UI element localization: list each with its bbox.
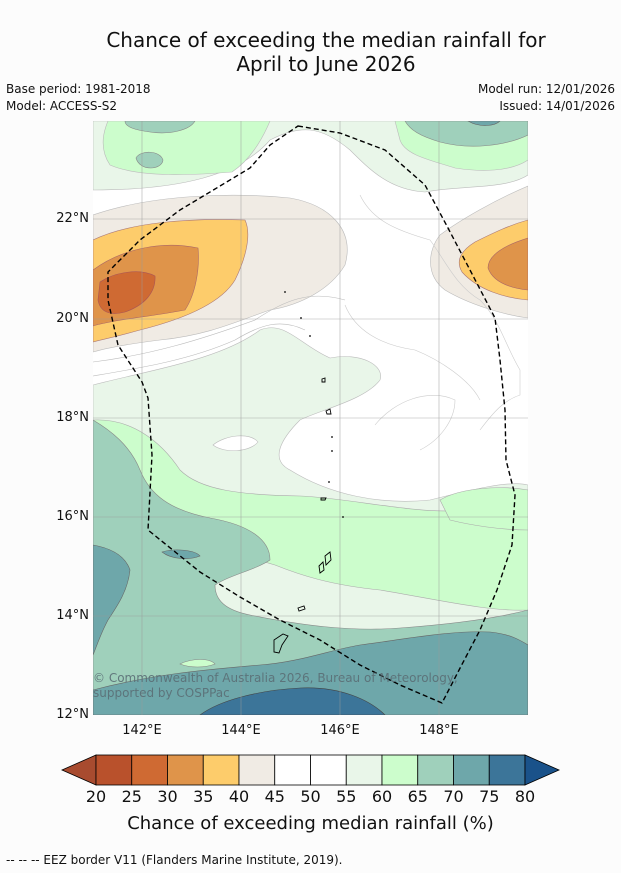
model-name: Model: ACCESS-S2 [6,99,118,113]
colorbar-bin [310,754,347,786]
colorbar-tick-label: 50 [300,787,321,806]
lon-label-142: 142°E [122,723,162,738]
contour-line-5 [374,395,456,451]
colorbar-tick-label: 75 [479,787,500,806]
colorbar-bin [274,754,311,786]
map-title: Chance of exceeding the median rainfall … [0,28,621,76]
lat-label-14: 14°N [56,608,89,623]
lat-label-18: 18°N [56,410,89,425]
colorbar-tick-label: 35 [193,787,214,806]
colorbar-tick-label: 20 [85,787,107,806]
island-pagan [325,408,332,415]
island-dots [284,291,344,518]
colorbar-bin [453,754,490,786]
contour-line [93,295,346,363]
colorbar-tick-label: 80 [514,787,536,806]
title-line-1: Chance of exceeding the median rainfall … [106,28,546,52]
colorbar-over-arrow [524,754,560,786]
contour-line-2 [93,323,306,377]
colorbar-tick-label: 60 [371,787,393,806]
eez-legend-note: -- -- -- EEZ border V11 (Flanders Marine… [6,853,343,867]
colorbar-under-arrow [61,754,97,786]
region-75-top-right [467,121,501,126]
copyright-text: © Commonwealth of Australia 2026, Bureau… [93,671,458,700]
lon-label-144: 144°E [221,723,261,738]
colorbar-bin [345,754,383,786]
colorbar-bin [488,754,526,786]
colorbar-bin [381,754,419,786]
copyright-notice: © Commonwealth of Australia 2026, Bureau… [93,671,513,701]
region-white-hole [212,435,259,451]
colorbar-bin [167,754,204,786]
region-70-top-right [404,121,528,147]
region-25-30-left [97,271,156,314]
colorbar-bin [131,754,168,786]
colorbar-tick-label: 25 [121,787,142,806]
meta-left: Base period: 1981-2018 Model: ACCESS-S2 [6,81,151,115]
colorbar-tick-label: 55 [336,787,357,806]
eez-border [107,125,516,704]
region-80-bottom [199,687,386,715]
graticule [93,121,528,715]
title-line-2: April to June 2026 [236,52,416,76]
contour-line-4 [344,304,481,401]
colorbar-label: Chance of exceeding median rainfall (%) [127,813,494,834]
colorbar-tick-label: 40 [228,787,250,806]
island-saipan [324,551,332,566]
region-65-small-patch [179,659,216,668]
base-period: Base period: 1981-2018 [6,82,151,96]
island-anatahan [320,497,327,501]
meta-right: Model run: 12/01/2026 Issued: 14/01/2026 [478,81,615,115]
lon-label-146: 146°E [320,723,360,738]
colorbar-tick-label: 70 [443,787,464,806]
island-guam [273,633,289,654]
island-rota [297,605,306,612]
colorbar-bin [95,754,133,786]
islands [273,377,332,654]
colorbar-tick-label: 30 [157,787,178,806]
region-75-small-patch [161,549,201,559]
contour-line-3 [359,194,521,431]
model-run: Model run: 12/01/2026 [477,82,615,96]
lon-label-148: 148°E [419,723,459,738]
lat-label-16: 16°N [56,509,89,524]
colorbar-bin [238,754,276,786]
colorbar [61,754,560,786]
lat-label-20: 20°N [56,311,89,326]
region-75-80-bottom [93,631,528,715]
colorbar-tick-label: 45 [264,787,285,806]
region-65-70-right-patch [439,487,528,531]
lat-label-12: 12°N [56,707,89,722]
region-70-top-left [124,121,196,134]
island-agrihan [321,377,326,383]
region-30-35-right [487,237,528,291]
rainfall-map [93,121,528,715]
colorbar-bin [202,754,240,786]
issued-date: Issued: 14/01/2026 [499,99,615,113]
region-75-80-lower [93,544,131,656]
island-tinian [318,561,325,574]
region-70-small [135,151,164,169]
lat-label-22: 22°N [56,211,89,226]
colorbar-tick-label: 65 [407,787,428,806]
colorbar-bin [417,754,454,786]
